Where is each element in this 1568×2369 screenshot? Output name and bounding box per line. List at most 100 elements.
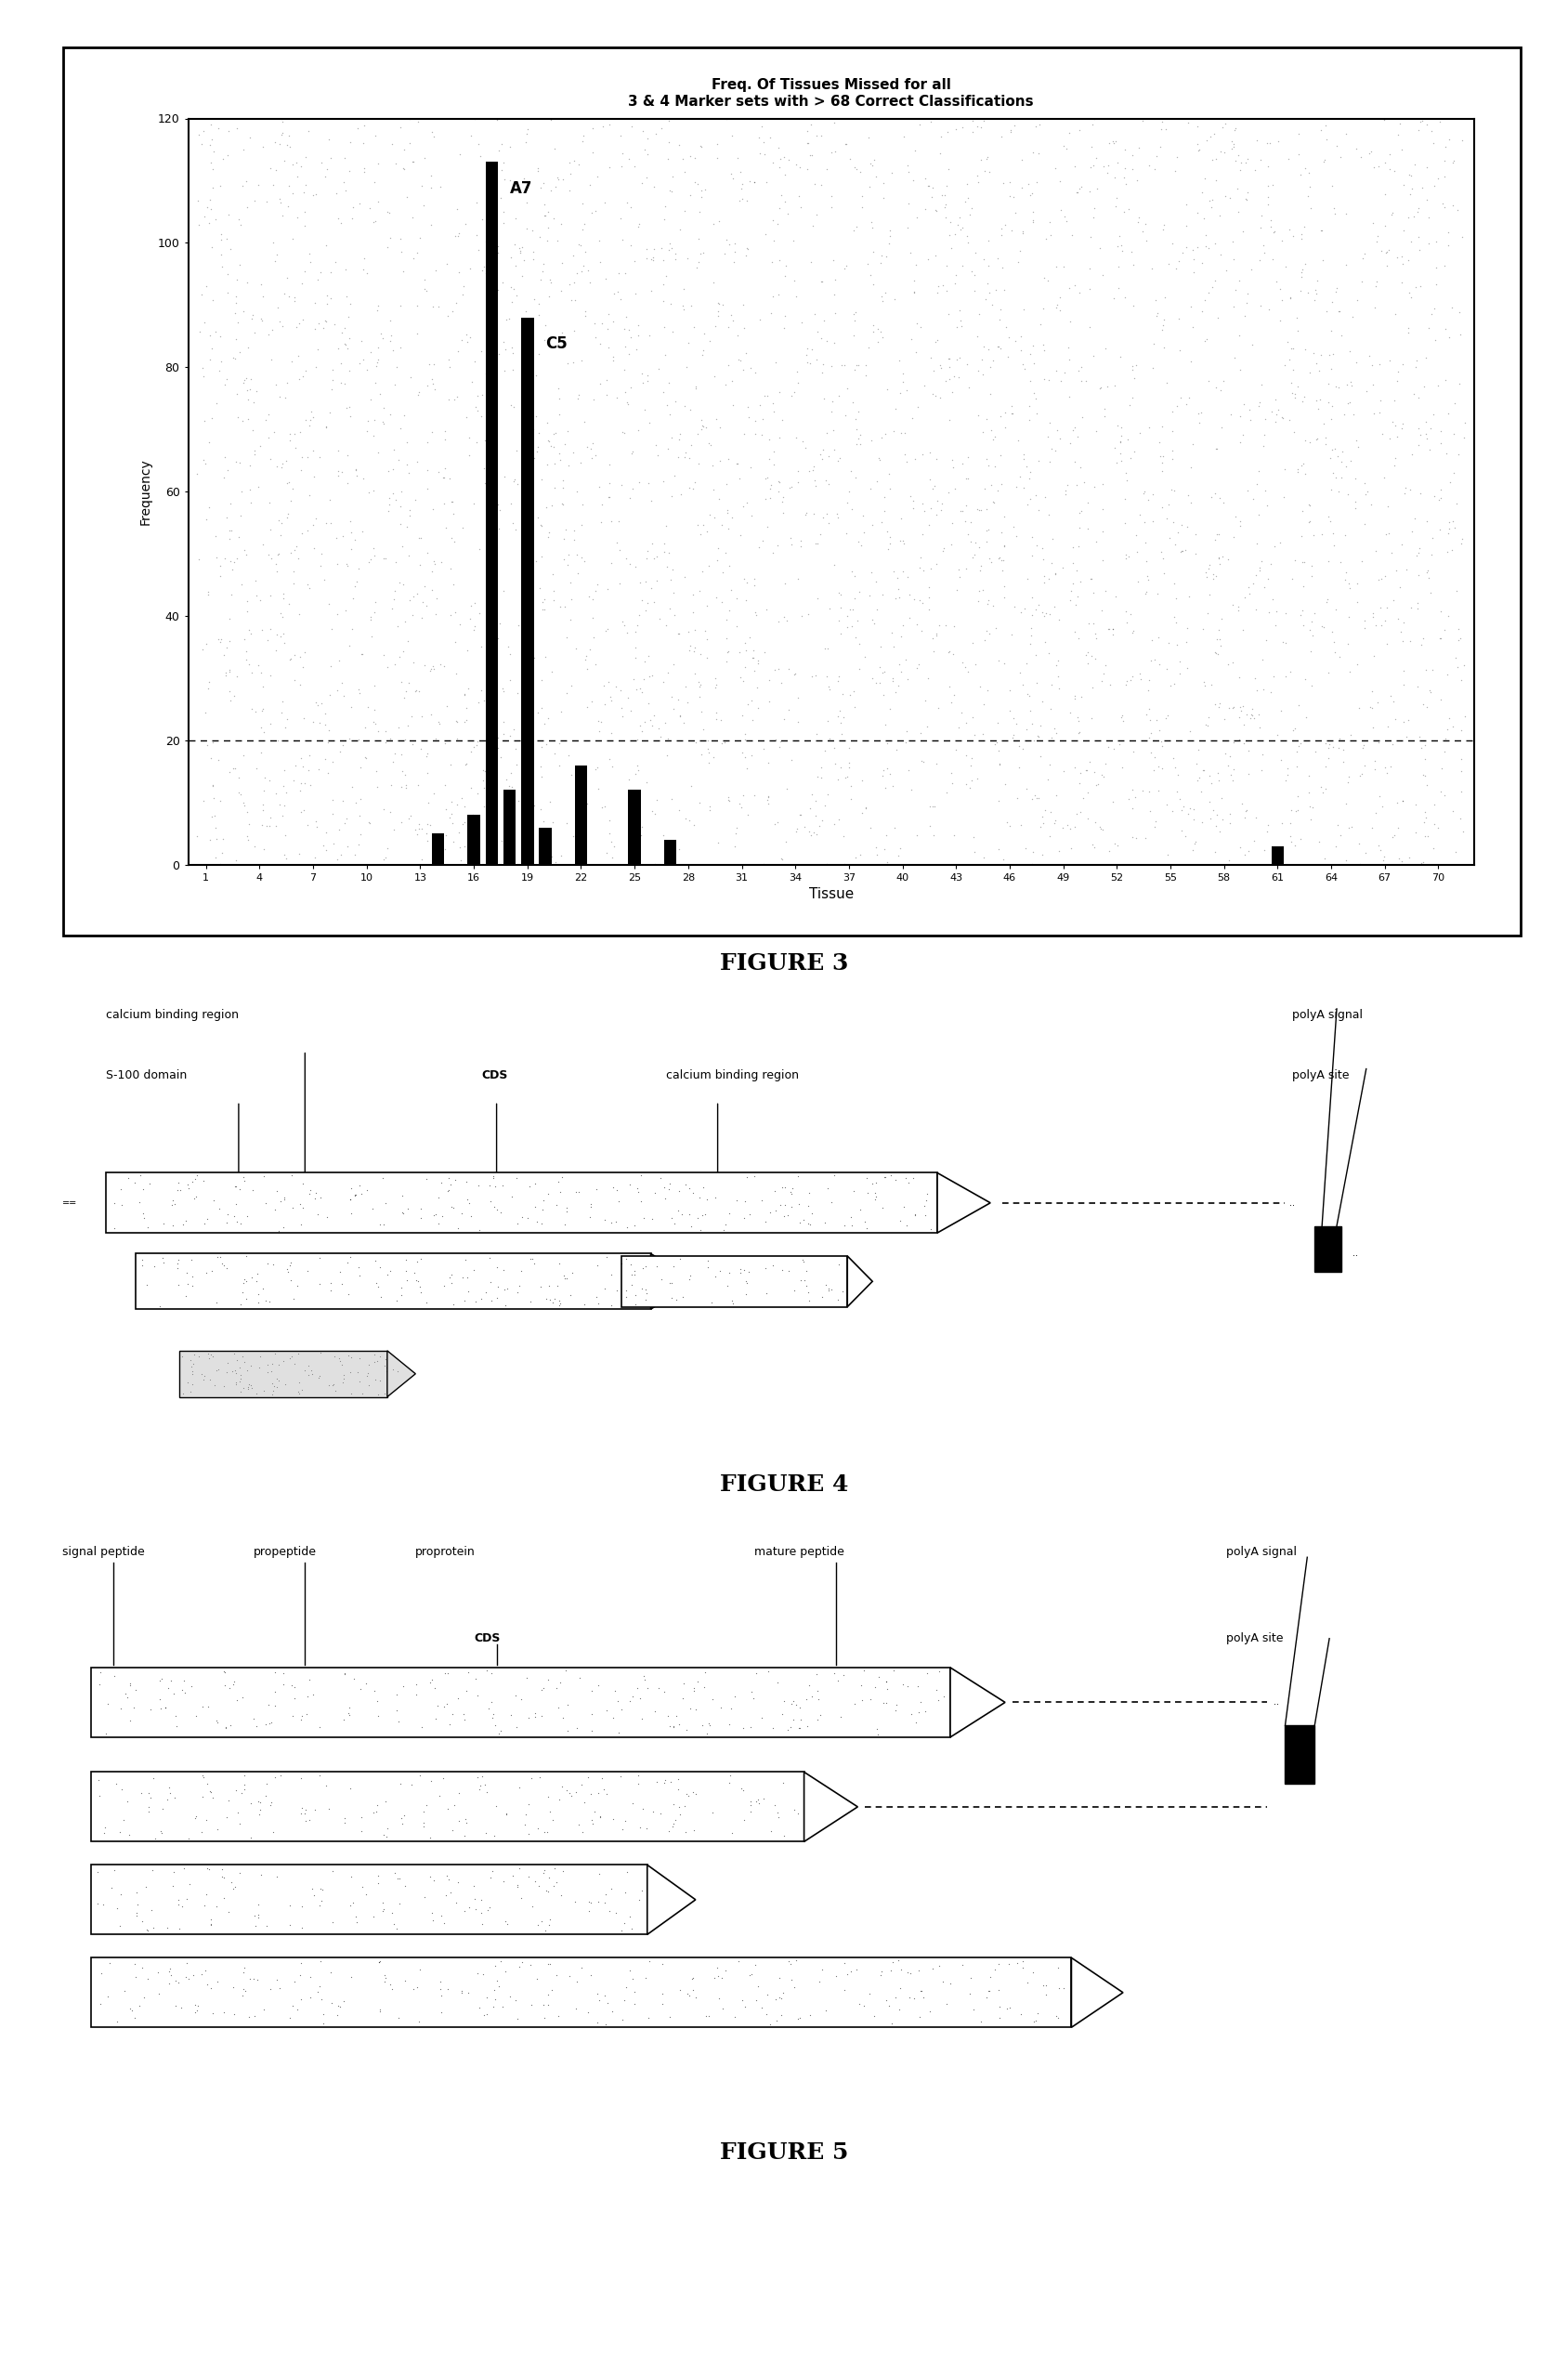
Point: [1057, 303, 1082, 341]
Point: [331, 516, 356, 554]
Point: [1068, 275, 1093, 313]
Point: [1363, 533, 1388, 571]
Point: [818, 178, 844, 216]
Point: [1320, 514, 1345, 552]
Point: [113, 1971, 138, 2009]
Point: [361, 1673, 386, 1710]
Point: [622, 242, 648, 280]
Point: [295, 1696, 320, 1734]
Point: [1334, 554, 1359, 592]
Point: [784, 813, 809, 850]
Point: [533, 197, 558, 235]
Point: [514, 114, 539, 152]
Point: [486, 621, 511, 659]
Point: [1416, 225, 1441, 263]
Point: [786, 1796, 811, 1834]
Point: [1173, 817, 1198, 855]
Point: [108, 1770, 133, 1808]
Point: [933, 199, 958, 237]
Point: [1435, 533, 1460, 571]
Point: [456, 419, 481, 457]
Point: [138, 1890, 163, 1928]
Point: [216, 521, 241, 559]
Point: [1247, 452, 1272, 490]
Point: [618, 1246, 643, 1284]
Point: [991, 497, 1016, 535]
Point: [1325, 438, 1350, 476]
Point: [1289, 381, 1314, 419]
Point: [710, 1211, 735, 1248]
Point: [193, 445, 218, 483]
Point: [185, 1156, 210, 1194]
Point: [728, 154, 753, 192]
Point: [205, 1350, 230, 1388]
Point: [597, 801, 622, 839]
Point: [1030, 805, 1055, 843]
Point: [180, 1258, 205, 1296]
Point: [554, 509, 579, 547]
Point: [431, 1905, 456, 1943]
Point: [983, 270, 1008, 308]
Point: [966, 396, 991, 434]
Point: [1433, 720, 1458, 758]
Point: [1051, 246, 1076, 284]
Point: [1109, 407, 1134, 445]
Point: [113, 1675, 138, 1713]
Point: [1138, 642, 1163, 680]
Point: [1323, 367, 1348, 405]
Point: [1083, 618, 1109, 656]
Point: [615, 384, 640, 422]
Point: [240, 296, 265, 334]
Point: [1231, 706, 1256, 744]
Point: [691, 315, 717, 353]
Point: [348, 796, 373, 834]
Point: [1217, 689, 1242, 727]
Point: [129, 1950, 154, 1988]
Point: [426, 1180, 452, 1218]
Point: [1397, 839, 1422, 877]
Point: [216, 197, 241, 235]
Point: [314, 303, 339, 341]
Point: [310, 1995, 336, 2033]
Point: [1338, 654, 1363, 692]
Point: [204, 1353, 229, 1391]
Point: [1397, 272, 1422, 310]
Point: [1247, 550, 1272, 588]
Point: [481, 1156, 506, 1194]
Point: [829, 675, 855, 713]
Point: [1151, 554, 1176, 592]
Point: [924, 614, 949, 651]
Point: [717, 225, 742, 263]
Point: [729, 180, 754, 218]
Point: [756, 1651, 781, 1689]
Point: [1367, 393, 1392, 431]
Point: [444, 284, 469, 322]
Point: [723, 1677, 748, 1715]
Point: [1239, 696, 1264, 734]
Point: [510, 256, 535, 294]
Point: [513, 808, 538, 846]
Point: [1010, 730, 1035, 768]
Point: [1120, 137, 1145, 175]
Point: [1207, 235, 1232, 272]
Point: [988, 514, 1013, 552]
Point: [237, 611, 262, 649]
Point: [1330, 460, 1355, 497]
Point: [434, 1971, 459, 2009]
Point: [660, 689, 685, 727]
Point: [1022, 777, 1047, 815]
Point: [1312, 419, 1338, 457]
Point: [1167, 779, 1192, 817]
Point: [235, 381, 260, 419]
Point: [1087, 808, 1112, 846]
Point: [1093, 329, 1118, 367]
Point: [701, 500, 726, 538]
Point: [1203, 521, 1228, 559]
Point: [1435, 514, 1460, 552]
Point: [1300, 602, 1325, 640]
Point: [1231, 725, 1256, 763]
Point: [483, 1980, 508, 2018]
Point: [897, 235, 922, 272]
Point: [1132, 471, 1157, 509]
Point: [1174, 507, 1200, 545]
